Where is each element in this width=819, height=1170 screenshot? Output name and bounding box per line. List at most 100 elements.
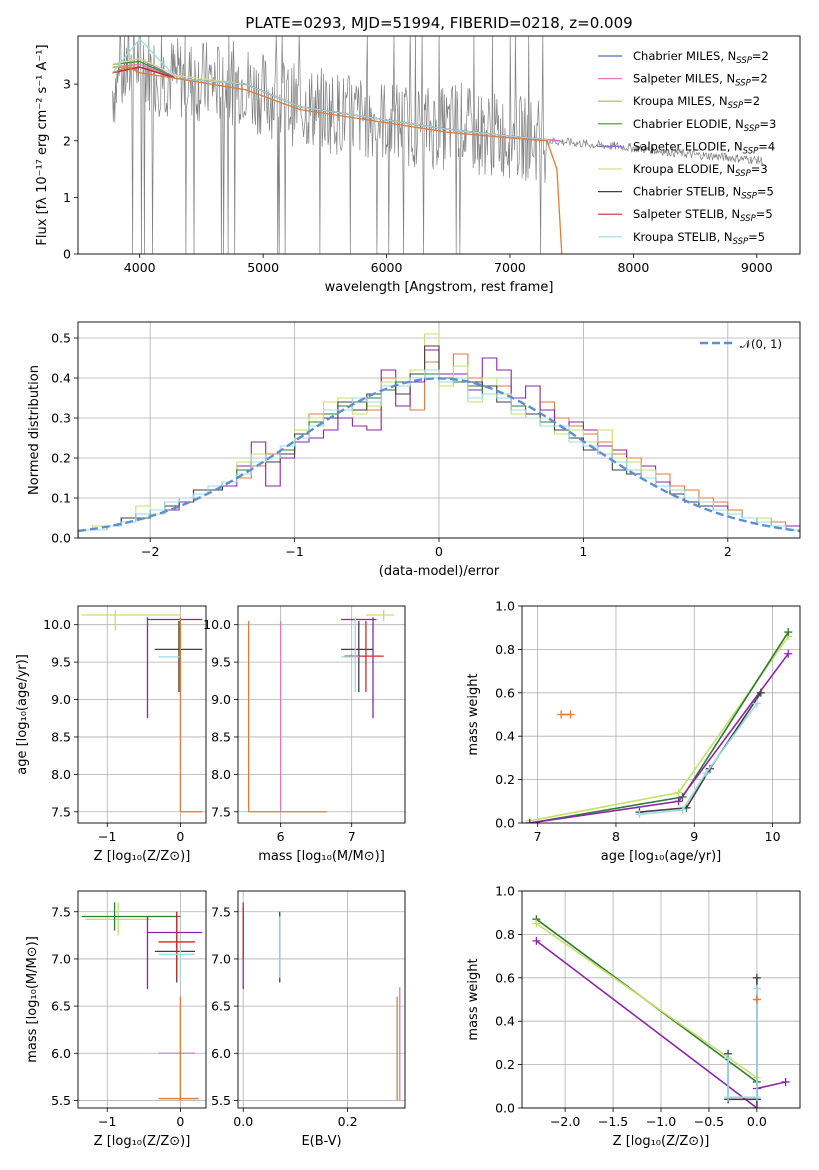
data-point-marker (532, 919, 541, 928)
observed-spectrum-line (112, 36, 764, 254)
y-tick-label: 8.0 (51, 767, 71, 782)
legend-label: Salpeter STELIB, NSSP=5 (633, 207, 773, 224)
x-tick-label: 0.0 (747, 1114, 767, 1129)
legend: 𝒩(0, 1) (700, 337, 782, 351)
legend-label: Salpeter ELODIE, NSSP=4 (633, 139, 775, 156)
data-point-marker (532, 936, 541, 945)
data-point-marker (525, 819, 534, 823)
y-axis-label: mass weight (466, 673, 481, 755)
axes-frame (521, 605, 801, 824)
plot-area (78, 333, 800, 538)
axes-frame (77, 605, 207, 824)
data-point-marker (781, 1077, 790, 1086)
y-axis-label: age [log₁₀(age/yr)] (15, 654, 30, 775)
data-point-marker (674, 797, 683, 806)
y-tick-label: 0.3 (51, 411, 71, 426)
data-point-marker (557, 710, 566, 719)
x-tick-label: 0 (176, 1114, 184, 1129)
legend-label: Salpeter MILES, NSSP=2 (633, 72, 768, 89)
plot-area (248, 609, 395, 813)
data-point-marker (724, 1093, 733, 1102)
y-tick-label: 9.0 (51, 692, 71, 707)
data-point-marker (752, 973, 761, 982)
x-tick-label: −2.0 (550, 1114, 580, 1129)
y-tick-label: 0.2 (495, 772, 515, 787)
y-tick-label: 3 (63, 77, 71, 92)
mass-weight-line (727, 988, 758, 1098)
x-tick-label: 1 (579, 544, 587, 559)
data-point-marker (784, 649, 793, 658)
x-tick-label: 9000 (741, 260, 773, 275)
normal-reference-curve (78, 377, 800, 533)
data-point-marker (566, 710, 575, 719)
panel-4: 7 8 9 10 0.0 0.2 0.4 0.6 0.8 1.0 age [log₁₀(age/yr… (466, 599, 801, 864)
y-tick-label: 0.0 (495, 1101, 515, 1116)
data-point-marker (752, 984, 761, 993)
x-tick-label: −1 (98, 829, 116, 844)
y-tick-label: 0.8 (495, 927, 515, 942)
y-tick-label: 0.0 (495, 816, 515, 831)
x-axis-label: age [log₁₀(age/yr)] (601, 849, 722, 864)
y-tick-label: 6.0 (51, 1046, 71, 1061)
x-tick-label: 6000 (371, 260, 403, 275)
y-tick-label: 5.5 (51, 1093, 71, 1108)
x-tick-label: 0 (435, 544, 443, 559)
y-tick-label: 0.6 (495, 970, 515, 985)
y-axis-label: Flux [fλ 10⁻¹⁷ erg cm⁻² s⁻¹ A⁻¹] (35, 44, 50, 245)
axes-frame (237, 605, 406, 824)
y-axis-label: Normed distribution (27, 365, 42, 495)
x-tick-label: 10 (765, 829, 781, 844)
y-tick-label: 0.5 (51, 331, 71, 346)
x-axis-label: wavelength [Angstrom, rest frame] (325, 280, 554, 295)
y-tick-label: 0.4 (495, 1014, 515, 1029)
legend-label: Chabrier ELODIE, NSSP=3 (633, 117, 776, 134)
data-point-marker (752, 1104, 761, 1108)
data-point-marker (724, 1054, 733, 1063)
panel-3: 6 7 7.5 8.0 8.5 9.0 9.5 10.0 mass [log₁₀(M/M⊙)] (203, 605, 406, 864)
plot-area (81, 609, 203, 813)
y-tick-label: 7.0 (211, 951, 231, 966)
plot-area (242, 902, 401, 1101)
chart-title: PLATE=0293, MJD=51994, FIBERID=0218, z=0… (245, 14, 632, 32)
legend-label: 𝒩(0, 1) (740, 337, 782, 351)
x-tick-label: 0.0 (233, 1114, 253, 1129)
data-point-marker (756, 688, 765, 697)
panel-1: −2 −1 0 1 2 0.0 0.1 0.2 0.3 0.4 0.5 (data-model)/er… (27, 321, 801, 579)
panel-5: −1 0 5.5 6.0 6.5 7.0 7.5 Z [log₁₀(Z/Z⊙)] mass [l… (25, 890, 207, 1149)
y-tick-label: 10.0 (203, 617, 231, 632)
y-tick-label: 6.5 (211, 999, 231, 1014)
data-point-marker (752, 1093, 761, 1102)
x-tick-label: 5000 (247, 260, 279, 275)
axes-frame (521, 890, 801, 1109)
data-point-marker (678, 805, 687, 814)
model-spectrum-line (112, 37, 548, 141)
x-tick-label: −1.5 (598, 1114, 628, 1129)
data-point-marker (784, 628, 793, 637)
x-tick-label: 7000 (494, 260, 526, 275)
y-axis-label: mass weight (466, 958, 481, 1040)
y-axis-label: mass [log₁₀(M/M⊙)] (25, 936, 40, 1063)
y-tick-label: 6.5 (51, 999, 71, 1014)
x-axis-label: Z [log₁₀(Z/Z⊙)] (94, 849, 191, 864)
y-tick-label: 8.0 (211, 767, 231, 782)
panel-2: −1 0 7.5 8.0 8.5 9.0 9.5 10.0 Z [log₁₀(Z/Z⊙)] age… (15, 605, 207, 864)
data-point-marker (702, 769, 711, 778)
y-tick-label: 1.0 (495, 599, 515, 614)
plot-area (112, 36, 764, 254)
x-axis-label: (data-model)/error (379, 564, 500, 579)
axes-frame (77, 890, 207, 1109)
x-tick-label: −1.0 (646, 1114, 676, 1129)
histogram-step (78, 369, 800, 538)
y-tick-label: 8.5 (211, 729, 231, 744)
y-tick-label: 8.5 (51, 729, 71, 744)
y-tick-label: 0 (63, 247, 71, 262)
data-point-marker (752, 995, 761, 1004)
data-point-marker (674, 788, 683, 797)
legend: Chabrier MILES, NSSP=2 Salpeter MILES, NS… (598, 49, 776, 247)
y-tick-label: 7.5 (211, 804, 231, 819)
x-axis-label: E(B-V) (301, 1134, 341, 1149)
y-tick-label: 0.8 (495, 642, 515, 657)
y-tick-label: 9.5 (51, 655, 71, 670)
x-tick-label: 6 (277, 829, 285, 844)
panel-6: 0.0 0.2 5.5 6.0 6.5 7.0 7.5 E(B-V) (211, 890, 406, 1149)
